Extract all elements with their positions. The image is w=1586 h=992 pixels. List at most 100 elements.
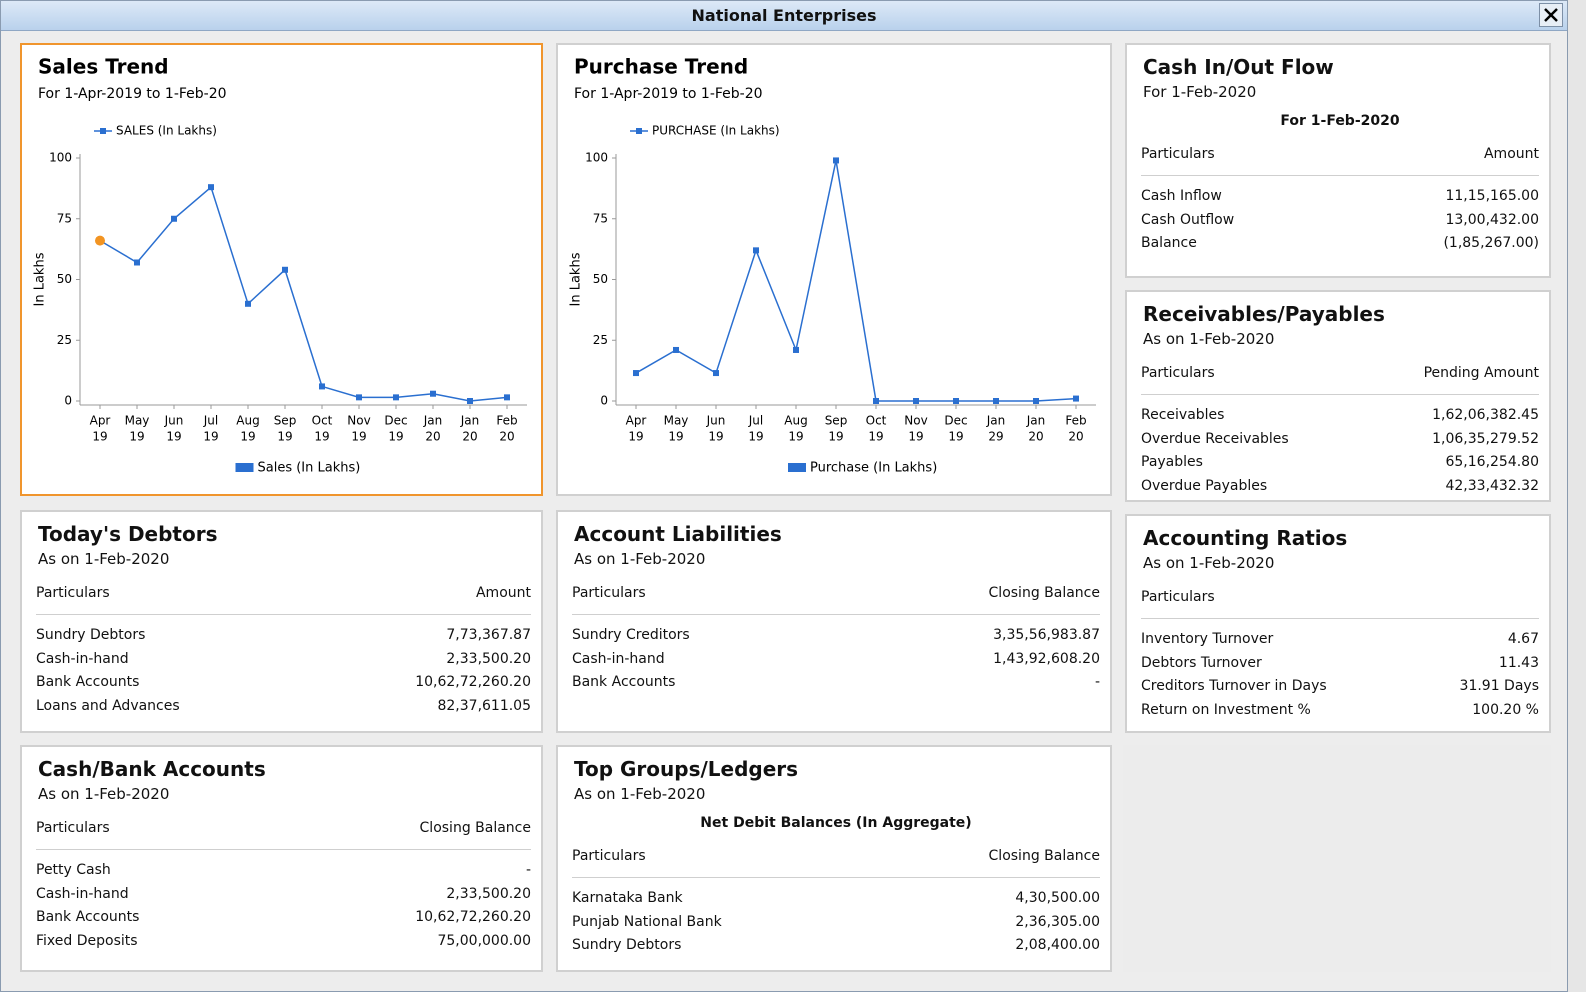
cell-label: Inventory Turnover	[1141, 631, 1274, 647]
close-button[interactable]	[1539, 3, 1563, 27]
legend-marker	[636, 128, 642, 134]
x-tick-label: Jul	[203, 414, 218, 428]
panel-title: Account Liabilities	[574, 522, 782, 546]
panel-subtitle: As on 1-Feb-2020	[38, 550, 170, 568]
ratios-panel[interactable]: Accounting Ratios As on 1-Feb-2020 Particu…	[1125, 514, 1551, 733]
x-tick-label: Sep	[825, 414, 848, 428]
x-tick-label: 19	[240, 430, 255, 444]
x-tick-label: Dec	[384, 414, 407, 428]
table-widget: Receivables/Payables As on 1-Feb-2020 Part…	[1127, 292, 1549, 498]
table-row: Cash-in-hand 2,33,500.20	[36, 883, 531, 907]
x-tick-label: 19	[948, 430, 963, 444]
table-widget: Today's Debtors As on 1-Feb-2020 Particula…	[22, 512, 541, 718]
cell-value: -	[525, 862, 531, 878]
point	[633, 370, 639, 377]
x-tick-label: 19	[277, 430, 292, 444]
point	[393, 394, 399, 401]
cell-label: Cash-in-hand	[36, 885, 129, 902]
x-tick-label: May	[664, 414, 689, 428]
table-body: Karnataka Bank 4,30,500.00 Punjab National…	[572, 887, 1100, 958]
liabilities-panel[interactable]: Account Liabilities As on 1-Feb-2020 Parti…	[556, 510, 1112, 733]
cell-value: 1,06,35,279.52	[1432, 430, 1539, 447]
point	[467, 398, 473, 404]
y-tick-label: 50	[57, 272, 72, 286]
cell-label: Creditors Turnover in Days	[1141, 678, 1327, 694]
point	[1033, 398, 1039, 404]
table-row: Cash Outflow 13,00,432.00	[1141, 209, 1539, 233]
chart: Sales Trend For 1-Apr-2019 to 1-Feb-20 In …	[33, 55, 527, 476]
panel-subtitle: For 1-Feb-2020	[1143, 83, 1257, 101]
receivables-panel[interactable]: Receivables/Payables As on 1-Feb-2020 Part…	[1125, 290, 1551, 502]
chart-subtitle: For 1-Apr-2019 to 1-Feb-20	[38, 86, 227, 102]
x-tick-label: 19	[129, 430, 144, 444]
series-line	[635, 160, 1077, 402]
table-row: Cash Inflow 11,15,165.00	[1141, 185, 1539, 209]
panel-subtitle: As on 1-Feb-2020	[1143, 330, 1275, 348]
column-header: Particulars	[1141, 589, 1215, 605]
x-tick-label: 20	[1028, 430, 1043, 444]
x-tick-label: 19	[748, 430, 763, 444]
y-tick-label: 75	[57, 211, 72, 225]
y-tick-label: 0	[64, 394, 72, 408]
point	[953, 398, 959, 404]
cell-label: Overdue Receivables	[1141, 430, 1289, 447]
cell-label: Sundry Debtors	[36, 627, 146, 643]
cell-value: 82,37,611.05	[437, 697, 531, 714]
column-header: Particulars	[36, 820, 110, 836]
x-tick-label: Nov	[347, 414, 370, 428]
point	[134, 259, 140, 266]
empty-panel	[1123, 745, 1551, 972]
cell-label: Punjab National Bank	[572, 913, 722, 930]
x-tick-label: Sep	[274, 414, 297, 428]
cell-value: 10,62,72,260.20	[415, 674, 531, 690]
cell-value: (1,85,267.00)	[1443, 235, 1539, 251]
cell-value: 7,73,367.87	[446, 627, 531, 643]
x-tick-label: Apr	[90, 414, 111, 428]
y-tick-label: 100	[49, 151, 72, 165]
series-line	[99, 185, 508, 402]
cell-value: 42,33,432.32	[1445, 477, 1539, 494]
cell-label: Bank Accounts	[36, 674, 140, 690]
table-body: Sundry Creditors 3,35,56,983.87 Cash-in-ha…	[572, 624, 1100, 695]
top-groups-panel[interactable]: Top Groups/Ledgers As on 1-Feb-2020 Net De…	[556, 745, 1112, 972]
table-widget: Cash In/Out Flow For 1-Feb-2020 For 1-Feb-…	[1127, 45, 1549, 256]
x-tick-label: 20	[425, 430, 440, 444]
cell-label: Sundry Debtors	[572, 937, 682, 953]
cell-value: 31.91 Days	[1459, 678, 1539, 694]
panel-subtitle: As on 1-Feb-2020	[574, 550, 706, 568]
purchase-trend-panel[interactable]: Purchase Trend For 1-Apr-2019 to 1-Feb-20…	[556, 43, 1112, 496]
table-header: Particulars Closing Balance	[572, 580, 1100, 615]
cell-value: 1,62,06,382.45	[1432, 407, 1539, 423]
y-axis-label: In Lakhs	[569, 252, 584, 306]
cell-label: Receivables	[1141, 407, 1225, 423]
legend-label: PURCHASE (In Lakhs)	[652, 124, 780, 138]
x-tick-label: 19	[388, 430, 403, 444]
cash-bank-panel[interactable]: Cash/Bank Accounts As on 1-Feb-2020 Partic…	[20, 745, 543, 972]
highlight-point	[95, 235, 105, 246]
x-tick-label: Jan	[1026, 414, 1046, 428]
x-tick-label: 19	[203, 430, 218, 444]
column-header: Particulars	[572, 848, 646, 864]
point	[1073, 395, 1079, 402]
column-header: Amount	[475, 585, 531, 601]
column-header: Particulars	[572, 585, 646, 601]
y-tick-label: 0	[600, 394, 608, 408]
cell-label: Overdue Payables	[1141, 477, 1268, 494]
table-row: Karnataka Bank 4,30,500.00	[572, 887, 1100, 911]
table-header: Particulars Closing Balance	[36, 815, 531, 850]
point	[913, 398, 919, 404]
table-row: Petty Cash -	[36, 859, 531, 883]
window-title: National Enterprises	[691, 6, 877, 25]
cell-value: 2,08,400.00	[1015, 937, 1100, 953]
panel-subtitle: As on 1-Feb-2020	[38, 785, 170, 803]
column-header: Particulars	[1141, 365, 1215, 381]
point	[319, 383, 325, 390]
table-row: Return on Investment % 100.20 %	[1141, 699, 1539, 723]
table-widget: Top Groups/Ledgers As on 1-Feb-2020 Net De…	[558, 747, 1110, 958]
sales-trend-panel[interactable]: Sales Trend For 1-Apr-2019 to 1-Feb-20 In …	[20, 43, 543, 496]
chart-title: Sales Trend	[38, 55, 169, 79]
debtors-panel[interactable]: Today's Debtors As on 1-Feb-2020 Particula…	[20, 510, 543, 733]
legend-marker	[100, 128, 106, 134]
cash-flow-panel[interactable]: Cash In/Out Flow For 1-Feb-2020 For 1-Feb-…	[1125, 43, 1551, 278]
y-tick-label: 50	[593, 272, 608, 286]
